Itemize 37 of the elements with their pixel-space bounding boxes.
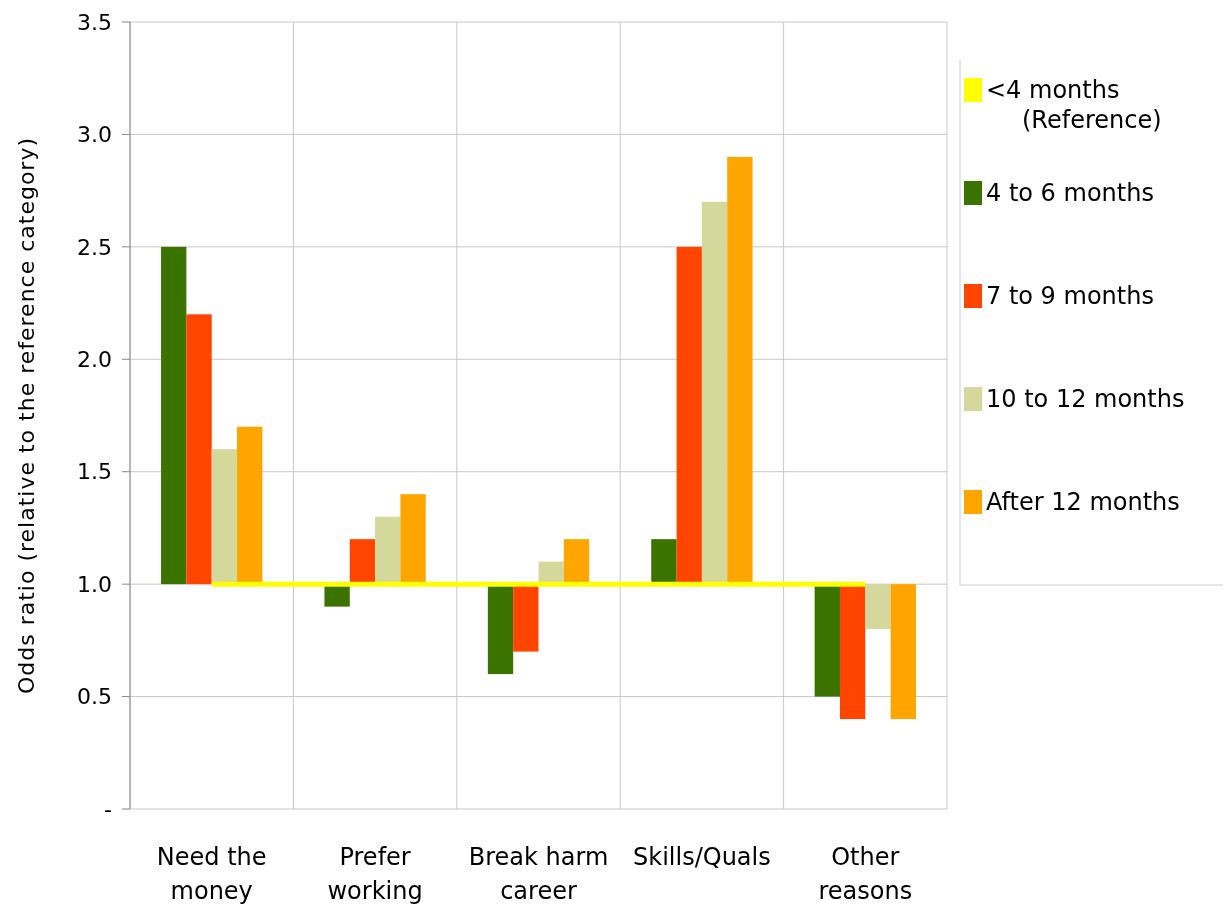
x-tick-label: Break harm career xyxy=(468,843,609,905)
bar xyxy=(563,539,590,585)
legend-label: 10 to 12 months xyxy=(986,385,1185,413)
x-tick-label: Prefer working xyxy=(327,843,423,905)
legend-label: After 12 months xyxy=(986,488,1180,516)
y-tick-label: 1.0 xyxy=(77,571,112,597)
bar xyxy=(513,584,539,652)
y-tick-label: 2.0 xyxy=(77,346,112,372)
bar xyxy=(161,246,187,585)
legend-label: 7 to 9 months xyxy=(986,282,1154,310)
bar xyxy=(400,494,426,585)
bar xyxy=(375,516,401,585)
y-tick-label: 3.0 xyxy=(77,122,112,148)
bar xyxy=(211,449,238,585)
bar xyxy=(890,584,916,720)
x-tick-label: Need the money xyxy=(156,843,267,905)
legend-label: 4 to 6 months xyxy=(986,179,1154,207)
bar xyxy=(676,246,702,585)
x-tick-label: Other reasons xyxy=(818,843,913,905)
bar xyxy=(814,584,840,697)
bar xyxy=(237,426,263,585)
bar xyxy=(701,201,728,585)
y-tick-label: 1.5 xyxy=(77,459,112,485)
y-axis-title: Odds ratio (relative to the reference category) xyxy=(14,136,39,695)
y-tick-label: 0.5 xyxy=(77,684,112,710)
bar xyxy=(186,314,212,585)
y-tick-label: 2.5 xyxy=(77,234,112,260)
x-tick-label: Skills/Quals xyxy=(633,843,771,871)
bar xyxy=(349,539,376,585)
legend-label: <4 months (Reference) xyxy=(986,76,1162,134)
y-tick-label: 3.5 xyxy=(77,9,112,35)
bar xyxy=(727,156,753,585)
bar xyxy=(651,539,677,585)
bar xyxy=(487,584,514,675)
y-tick-label: - xyxy=(104,796,112,822)
bar xyxy=(839,584,866,720)
bar xyxy=(865,584,891,630)
